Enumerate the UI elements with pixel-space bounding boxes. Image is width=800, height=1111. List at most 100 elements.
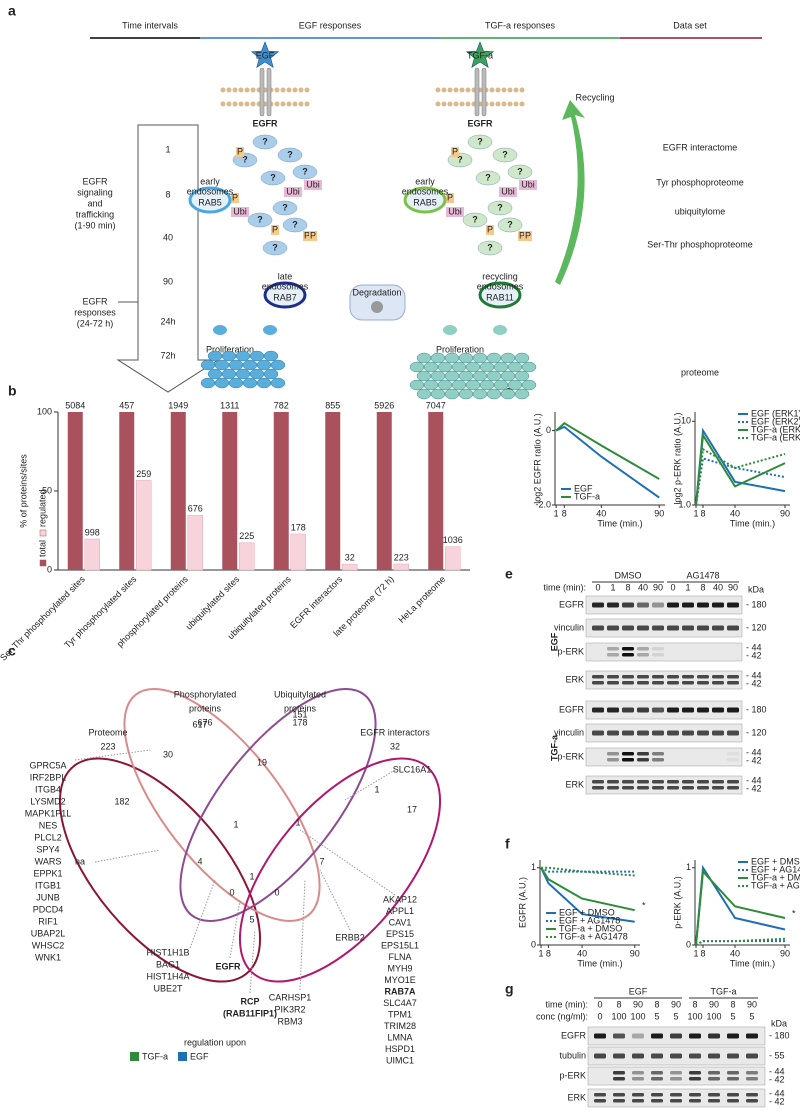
- region-count: 30: [163, 749, 173, 759]
- blot-strip: [585, 642, 743, 662]
- band: [613, 1099, 625, 1103]
- band: [613, 1077, 625, 1081]
- band: [637, 786, 649, 790]
- unknown-protein: ?: [270, 172, 276, 182]
- x-tick-label: 8: [546, 948, 551, 958]
- y-tick-label: 0: [47, 564, 52, 574]
- cell: [228, 359, 244, 371]
- unknown-protein: ?: [497, 202, 503, 212]
- cell: [235, 350, 251, 362]
- phospho-tag: [486, 225, 494, 235]
- column-header: TGF-a responses: [485, 20, 556, 30]
- cell: [444, 370, 460, 382]
- ubi-label: Ubi: [306, 179, 320, 189]
- bar: [170, 412, 186, 570]
- lane-conc: 100: [687, 1011, 702, 1021]
- cell: [493, 325, 507, 335]
- unknown-protein: ?: [282, 202, 288, 212]
- time-label: 24h: [160, 316, 175, 326]
- band: [632, 1033, 644, 1039]
- region-count: 1: [374, 784, 379, 794]
- column-header: Time intervals: [122, 20, 178, 30]
- unknown-protein: ?: [272, 242, 278, 252]
- bar-count: 223: [394, 552, 409, 562]
- legend-label: TGF-a: [142, 1051, 168, 1061]
- region-count: 0: [274, 887, 279, 897]
- legend-title: regulation upon: [184, 1037, 246, 1047]
- bar: [290, 533, 306, 571]
- phospho-label: P: [452, 146, 458, 156]
- gene-name: EPS15: [386, 929, 414, 939]
- leader-line: [189, 879, 216, 949]
- gene-name: WARS: [35, 856, 62, 866]
- protein: [477, 240, 503, 256]
- cell: [479, 361, 495, 373]
- gene-name: PIK3R2: [274, 1004, 305, 1014]
- series-line: [541, 866, 635, 877]
- lane-conc: 5: [673, 1011, 678, 1021]
- row-label: p-ERK: [559, 1070, 586, 1080]
- gene-name: TPM1: [388, 1009, 412, 1019]
- band: [607, 786, 619, 790]
- phase-label: (24-72 h): [77, 318, 114, 328]
- cell: [521, 361, 537, 373]
- unknown-protein: ?: [257, 214, 263, 224]
- bar-count: 5926: [374, 400, 394, 410]
- ligand: [250, 41, 280, 68]
- membrane: [286, 101, 292, 107]
- band: [667, 625, 679, 631]
- region-count: 151: [292, 709, 307, 719]
- membrane: [298, 101, 304, 107]
- mw-marker: - 55: [769, 1050, 785, 1060]
- lane-time: 8: [692, 999, 697, 1009]
- endosome: [403, 186, 447, 214]
- band: [712, 780, 724, 784]
- cell: [207, 368, 223, 380]
- phospho-tag: [451, 147, 459, 157]
- band: [607, 730, 619, 736]
- ubi-tag: [446, 207, 464, 217]
- dataset-label: Tyr phosphoproteome: [656, 177, 744, 187]
- leader-line: [229, 899, 241, 959]
- membrane: [453, 101, 459, 107]
- row-label: vinculin: [554, 622, 584, 632]
- cell: [507, 379, 523, 391]
- cell: [493, 361, 509, 373]
- proliferation-label: Proliferation: [206, 344, 254, 354]
- band: [594, 1093, 606, 1097]
- band: [652, 730, 664, 736]
- leader-line: [249, 929, 256, 994]
- dataset-label: proteome: [681, 367, 719, 377]
- legend-label: EGF: [190, 1051, 209, 1061]
- annotation: *: [642, 901, 646, 911]
- cell: [465, 361, 481, 373]
- membrane: [286, 87, 292, 93]
- band: [594, 1099, 606, 1103]
- band: [622, 707, 634, 713]
- leader-line: [299, 879, 306, 991]
- lane-time: 8: [730, 999, 735, 1009]
- blot-strip: [585, 595, 743, 615]
- column-header: Data set: [673, 20, 707, 30]
- membrane: [274, 101, 280, 107]
- band: [667, 681, 679, 685]
- cell: [430, 370, 446, 382]
- x-tick-label: ubiquitylated sites: [184, 574, 242, 632]
- region-count: 5: [249, 914, 254, 924]
- band: [727, 1033, 739, 1039]
- cell: [514, 352, 530, 364]
- cell: [486, 370, 502, 382]
- legend-label: TGF-a + AG1478: [751, 880, 800, 890]
- band: [592, 707, 604, 713]
- recycling-arrow: [555, 100, 585, 285]
- receptor: [259, 67, 265, 117]
- membrane: [489, 101, 495, 107]
- band: [746, 1033, 758, 1039]
- band: [670, 1071, 682, 1075]
- gene-name: na: [75, 856, 85, 866]
- band: [637, 647, 649, 651]
- membrane: [507, 87, 513, 93]
- band: [670, 1099, 682, 1103]
- set-name: EGFR interactors: [360, 727, 430, 737]
- region-count: 182: [114, 796, 129, 806]
